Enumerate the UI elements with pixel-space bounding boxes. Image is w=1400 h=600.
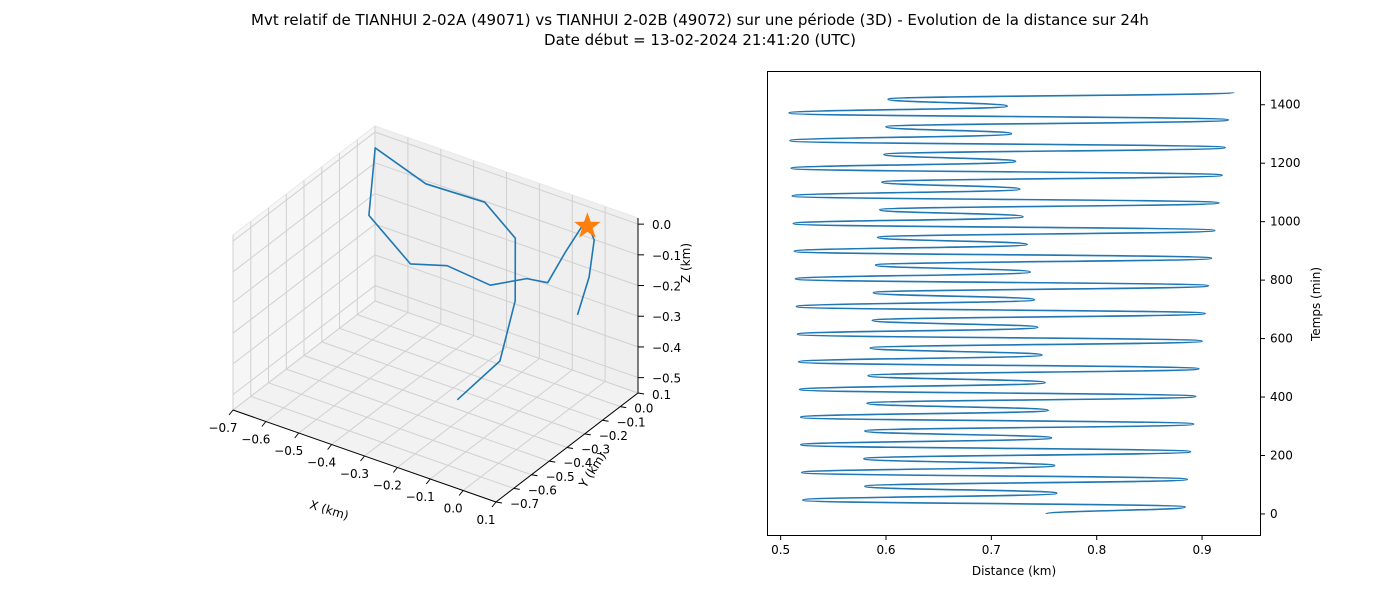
- y-tick-3d: [513, 487, 520, 490]
- z-axis-label-3d: Z (km): [679, 243, 693, 283]
- x-tick-label-2d: 0.6: [876, 543, 895, 557]
- chart-title: Mvt relatif de TIANHUI 2-02A (49071) vs …: [0, 10, 1400, 50]
- y-tick-3d: [637, 392, 645, 395]
- star-marker: [574, 212, 601, 238]
- x-tick-label-3d: −0.3: [340, 467, 369, 481]
- grid-line-z: [232, 254, 639, 365]
- y-tick-3d: [620, 406, 627, 409]
- grid-line-y: [374, 126, 639, 394]
- grid-line-z: [232, 223, 639, 334]
- grid-line-y: [303, 180, 568, 448]
- x-axis-label-2d: Distance (km): [972, 564, 1056, 578]
- chart-3d-trajectory: −0.7−0.6−0.5−0.4−0.3−0.2−0.10.00.10.10.0…: [208, 124, 693, 527]
- grid-line-y: [321, 166, 585, 435]
- axes-3d: −0.7−0.6−0.5−0.4−0.3−0.2−0.10.00.10.10.0…: [208, 218, 681, 527]
- x-tick-3d: [392, 467, 398, 473]
- title-line-2: Date début = 13-02-2024 21:41:20 (UTC): [544, 31, 856, 49]
- y-tick-label-2d: 600: [1270, 332, 1293, 346]
- x-tick-label-3d: −0.1: [406, 490, 435, 504]
- y-tick-label-2d: 1400: [1270, 98, 1301, 112]
- grid-line-z: [232, 285, 639, 395]
- grid-line-y: [285, 194, 550, 462]
- y-tick-3d: [495, 501, 503, 504]
- data-2d: [788, 91, 1235, 515]
- x-axis-label-3d: X (km): [308, 498, 350, 523]
- grid-line-y: [339, 153, 603, 421]
- y-tick-label-3d: −0.5: [546, 470, 575, 484]
- y-tick-label-3d: −0.2: [599, 429, 628, 443]
- grid-line-y: [356, 139, 621, 408]
- x-tick-label-3d: −0.2: [373, 479, 402, 493]
- x-tick-label-2d: 0.8: [1087, 543, 1106, 557]
- y-tick-label-2d: 1000: [1270, 215, 1301, 229]
- y-tick-3d: [602, 419, 609, 422]
- y-tick-label-2d: 200: [1270, 448, 1293, 462]
- data-3d: [368, 147, 601, 401]
- z-tick-label-3d: 0.0: [652, 218, 671, 232]
- x-tick-label-2d: 0.5: [771, 543, 790, 557]
- y-tick-label-3d: −0.7: [510, 497, 539, 511]
- x-tick-label-3d: −0.4: [307, 456, 336, 470]
- y-tick-label-3d: −0.3: [581, 443, 610, 457]
- y-tick-label-3d: 0.1: [652, 388, 671, 402]
- y-tick-label-2d: 1200: [1270, 156, 1301, 170]
- x-tick-3d: [228, 409, 234, 416]
- y-axis-label-2d: Temps (min): [1309, 267, 1323, 342]
- x-tick-3d: [425, 478, 431, 485]
- grid-line-z: [232, 131, 639, 242]
- y-tick-3d: [584, 433, 591, 436]
- z-tick-label-3d: −0.1: [652, 249, 681, 263]
- series-distance: [788, 91, 1235, 515]
- y-tick-label-2d: 400: [1270, 390, 1293, 404]
- x-tick-label-2d: 0.9: [1193, 543, 1212, 557]
- plot-frame: [767, 71, 1261, 536]
- x-tick-3d: [261, 421, 267, 427]
- x-tick-3d: [327, 444, 333, 450]
- x-tick-3d: [458, 490, 464, 496]
- x-tick-label-2d: 0.7: [982, 543, 1001, 557]
- y-tick-label-3d: −0.4: [563, 456, 592, 470]
- y-tick-3d: [566, 447, 574, 449]
- x-tick-3d: [491, 501, 497, 508]
- axes-2d: 0.5 0.6 0.7 0.8 0.9 0 200 400 600 800 1000 1200 1400: [771, 98, 1300, 557]
- x-tick-label-3d: −0.6: [241, 433, 270, 447]
- y-tick-label-3d: −0.1: [617, 415, 646, 429]
- y-tick-label-2d: 0: [1270, 507, 1278, 521]
- x-tick-3d: [360, 455, 365, 462]
- x-tick-label-3d: 0.0: [444, 502, 463, 516]
- grid-line-y: [268, 207, 532, 476]
- y-tick-label-3d: −0.6: [528, 483, 557, 497]
- z-tick-label-3d: −0.3: [652, 310, 681, 324]
- x-tick-label-3d: −0.5: [274, 444, 303, 458]
- z-tick-label-3d: −0.4: [652, 341, 681, 355]
- grid-line-z: [232, 192, 639, 303]
- z-tick-label-3d: −0.5: [652, 372, 681, 386]
- x-tick-label-3d: 0.1: [476, 513, 495, 527]
- y-tick-label-2d: 800: [1270, 273, 1293, 287]
- x-tick-3d: [294, 432, 300, 439]
- title-line-1: Mvt relatif de TIANHUI 2-02A (49071) vs …: [251, 11, 1149, 29]
- grid-line-z: [232, 162, 639, 273]
- y-tick-label-3d: 0.0: [634, 402, 653, 416]
- x-tick-label-3d: −0.7: [208, 421, 237, 435]
- z-tick-label-3d: −0.2: [652, 280, 681, 294]
- y-tick-3d: [531, 474, 538, 477]
- y-tick-3d: [549, 460, 556, 463]
- grid-line-y: [250, 221, 514, 489]
